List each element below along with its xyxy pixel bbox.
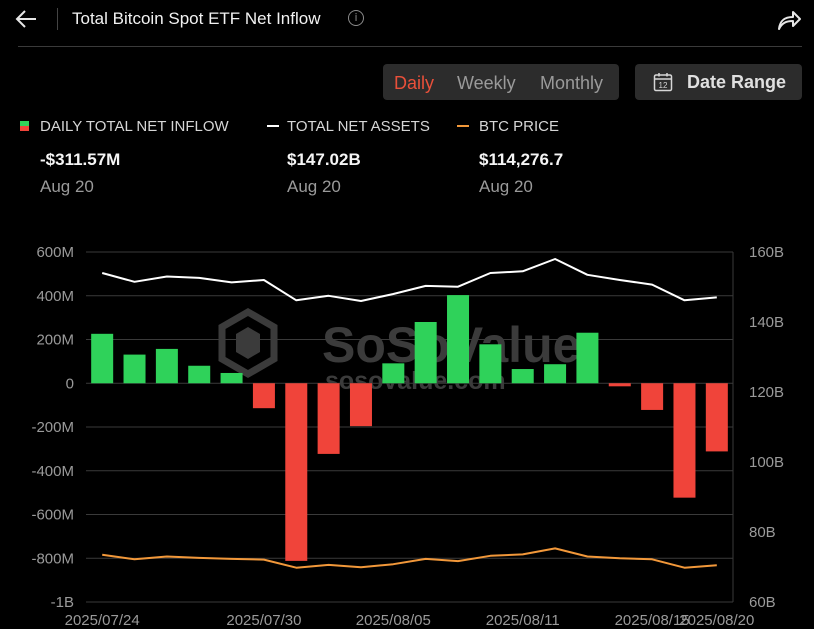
watermark-logo-icon	[218, 307, 278, 379]
x-tick-label: 2025/08/15	[615, 612, 690, 629]
price-date: Aug 20	[479, 177, 533, 196]
page-title: Total Bitcoin Spot ETF Net Inflow	[72, 9, 321, 28]
back-arrow-icon[interactable]	[14, 8, 40, 30]
y-left-tick-label: 400M	[36, 288, 74, 305]
grid-layer	[86, 251, 733, 603]
y-left-tick-label: -1B	[51, 594, 74, 611]
date-range-button[interactable]: 12 Date Range	[635, 64, 802, 100]
inflow-bar	[447, 295, 470, 384]
tab-weekly[interactable]: Weekly	[457, 73, 516, 93]
inflow-bar	[91, 333, 114, 384]
y-right-tick-label: 140B	[749, 314, 784, 331]
etf-inflow-chart: SoSoValue sosovalue.com 600M400M200M0-20…	[31, 244, 784, 629]
inflow-bar	[155, 348, 178, 384]
period-selector: Daily Weekly Monthly	[383, 64, 619, 100]
assets-date: Aug 20	[287, 177, 341, 196]
axis-layer: 600M 400M 200M 0 -200M -400M -600M -800M -1B 160B…	[31, 244, 784, 629]
inflow-bar	[511, 369, 534, 384]
inflow-bar	[382, 363, 405, 384]
inflow-bar	[641, 383, 664, 410]
y-left-tick-label: 0	[66, 375, 74, 392]
inflow-bar	[317, 383, 340, 454]
y-right-tick-label: 60B	[749, 594, 776, 611]
x-tick-label: 2025/08/20	[679, 612, 754, 629]
header-bar: Total Bitcoin Spot ETF Net Inflow i	[0, 0, 814, 40]
inflow-date: Aug 20	[40, 177, 94, 196]
info-icon[interactable]: i	[348, 10, 364, 26]
inflow-bar	[220, 372, 243, 384]
inflow-bar	[349, 383, 372, 427]
legend-inflow[interactable]: DAILY TOTAL NET INFLOW	[40, 118, 229, 135]
btc-price-line	[102, 547, 717, 569]
x-tick-label: 2025/07/24	[65, 612, 140, 629]
price-swatch	[457, 125, 469, 127]
inflow-bar	[188, 365, 211, 384]
y-right-tick-label: 80B	[749, 524, 776, 541]
calendar-day: 12	[659, 81, 668, 90]
inflow-bar	[252, 383, 275, 409]
assets-value: $147.02B	[287, 150, 361, 169]
inflow-value: -$311.57M	[40, 150, 121, 169]
inflow-bar	[414, 322, 437, 384]
legend-price[interactable]: BTC PRICE	[479, 118, 560, 135]
inflow-bar	[479, 344, 502, 384]
lines-layer	[101, 258, 717, 569]
inflow-bar	[705, 383, 728, 452]
y-left-tick-label: 200M	[36, 332, 74, 349]
inflow-bar	[576, 332, 599, 384]
x-tick-label: 2025/08/11	[486, 612, 560, 629]
y-left-tick-label: -200M	[31, 419, 74, 436]
price-value: $114,276.7	[479, 150, 564, 169]
inflow-swatch-positive	[20, 121, 29, 126]
inflow-swatch-negative	[20, 126, 29, 131]
inflow-bar	[123, 354, 146, 384]
y-right-tick-label: 100B	[749, 454, 784, 471]
legend-assets[interactable]: TOTAL NET ASSETS	[287, 118, 430, 135]
header-divider	[57, 8, 58, 30]
share-icon[interactable]	[776, 8, 802, 32]
inflow-bar	[673, 383, 696, 498]
x-tick-label: 2025/07/30	[226, 612, 301, 629]
calendar-icon: 12	[653, 73, 673, 92]
y-left-tick-label: -600M	[31, 507, 74, 524]
y-left-tick-label: -800M	[31, 550, 74, 567]
x-tick-label: 2025/08/05	[356, 612, 431, 629]
y-left-tick-label: 600M	[36, 244, 74, 261]
net-assets-line	[101, 258, 717, 302]
y-right-tick-label: 160B	[749, 244, 784, 261]
tab-monthly[interactable]: Monthly	[540, 73, 604, 93]
inflow-bar	[608, 383, 631, 387]
y-left-tick-label: -400M	[31, 463, 74, 480]
assets-swatch	[267, 125, 279, 127]
inflow-bar	[544, 364, 567, 384]
date-range-label: Date Range	[687, 72, 787, 92]
tab-daily[interactable]: Daily	[394, 73, 435, 93]
y-right-tick-label: 120B	[749, 384, 784, 401]
bars-layer	[91, 295, 728, 561]
inflow-bar	[285, 383, 308, 561]
header-divider-line	[18, 46, 802, 47]
